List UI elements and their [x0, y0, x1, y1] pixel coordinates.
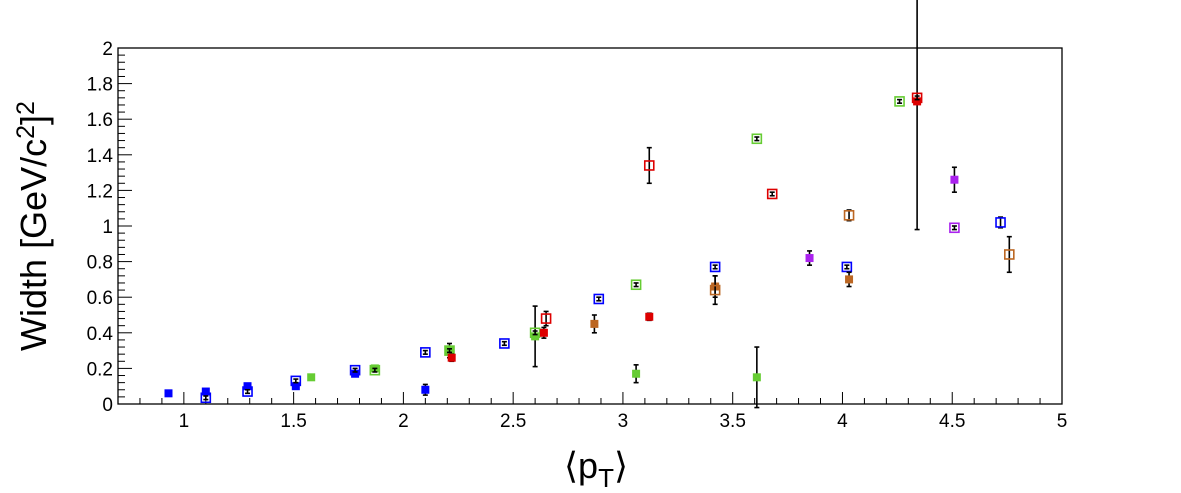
x-axis-ticks: 1 1.5 2 2.5 3 3.5 4 4.5 5 [117, 392, 1068, 432]
y-tick-label: 0.8 [87, 253, 113, 274]
y-tick-label: 0.4 [87, 324, 114, 345]
y-tick-label: 0.2 [87, 359, 113, 380]
x-tick-label: 1.5 [280, 411, 306, 432]
x-tick-label: 5 [1057, 411, 1068, 432]
data-point-filled [913, 97, 922, 106]
data-point-open [630, 279, 642, 291]
x-tick-label: 3 [618, 411, 629, 432]
data-point-filled [805, 254, 814, 263]
y-tick-label: 1.8 [87, 75, 113, 96]
data-point-filled [531, 332, 540, 341]
data-point-filled [421, 385, 430, 394]
data-point-filled [645, 312, 654, 321]
data-point-open [894, 96, 905, 107]
data-point-open [349, 364, 361, 376]
y-tick-label: 2 [102, 39, 113, 60]
data-point-open [709, 284, 721, 296]
data-point-open [290, 375, 302, 387]
data-point-open [751, 133, 763, 145]
data-point-open [200, 392, 212, 404]
data-point-filled [845, 275, 854, 284]
data-point-filled [351, 369, 360, 378]
y-tick-label: 1 [102, 217, 113, 238]
data-point-open [643, 160, 655, 171]
data-point-filled [590, 319, 599, 328]
y-tick-label: 0.6 [87, 288, 113, 309]
data-point-open [995, 217, 1006, 228]
data-point-filled [539, 328, 548, 337]
x-tick-label: 2 [398, 411, 409, 432]
y-tick-label: 1.4 [87, 146, 114, 167]
data-point-filled [447, 353, 456, 362]
y-tick-label: 1.6 [87, 110, 113, 131]
y-axis-title: Width [GeV/c2]2 [12, 101, 54, 351]
x-tick-label: 2.5 [500, 411, 526, 432]
data-point-open [1004, 249, 1015, 260]
data-point-filled [164, 389, 173, 398]
data-point-filled [307, 373, 316, 382]
data-point-open [420, 347, 431, 358]
data-point-open [911, 92, 923, 104]
data-point-open [843, 210, 855, 221]
data-point-filled [752, 373, 761, 382]
y-axis-ticks: 0 0.2 0.4 0.6 0.8 1 1.2 1.4 1.6 1.8 2 [87, 39, 132, 416]
data-point-open [593, 293, 605, 305]
data-point-open [709, 261, 721, 273]
data-point-open [841, 261, 853, 273]
data-point-open [949, 222, 960, 234]
data-points [164, 0, 1015, 409]
y-tick-label: 1.2 [87, 181, 113, 202]
x-tick-label: 3.5 [719, 411, 745, 432]
data-point-filled [291, 382, 300, 391]
data-point-open [540, 313, 552, 324]
y-tick-label: 0 [102, 395, 113, 416]
data-point-open [529, 327, 541, 339]
x-axis-title: ⟨pT⟩ [564, 445, 628, 493]
data-point-open [369, 364, 381, 376]
data-point-filled [632, 369, 641, 378]
data-point-open [766, 188, 778, 200]
data-point-open [499, 338, 510, 349]
x-tick-label: 1 [179, 411, 190, 432]
data-point-filled [201, 387, 210, 396]
data-point-open [242, 386, 253, 397]
data-point-filled [950, 175, 959, 184]
x-tick-label: 4.5 [939, 411, 965, 432]
x-tick-label: 4 [837, 411, 848, 432]
data-point-filled [243, 382, 252, 391]
